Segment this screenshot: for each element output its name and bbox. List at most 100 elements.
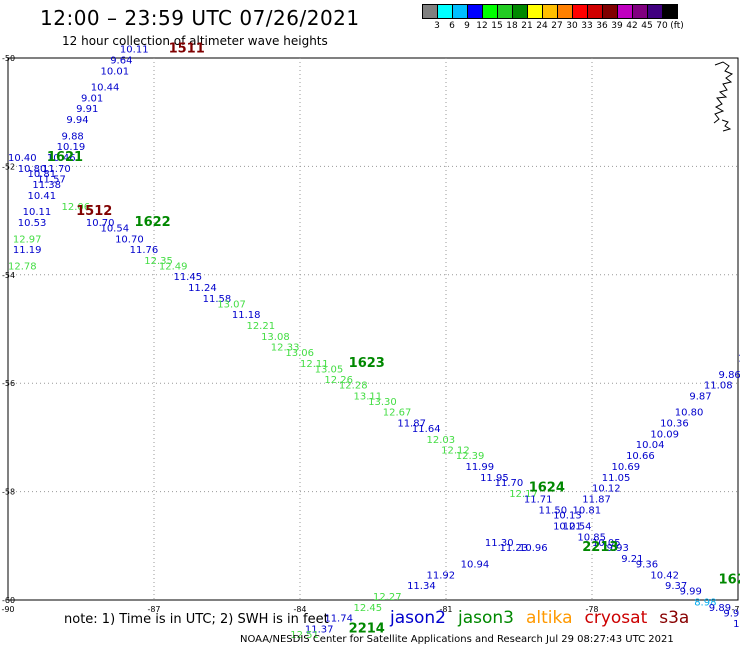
swh-value: 9.97 — [723, 608, 740, 619]
pass-time-label: 1512 — [76, 204, 112, 219]
swh-value: 10.13 — [553, 511, 582, 522]
swh-value: 11.64 — [412, 424, 441, 435]
swh-value: 11.37 — [305, 625, 334, 636]
swh-value: 9.93 — [607, 543, 629, 554]
swh-value: 13.07 — [217, 299, 246, 310]
x-tick-label: -75 — [731, 605, 740, 614]
swh-value: 9.87 — [689, 391, 711, 402]
legend-label: 30 — [566, 21, 578, 31]
swh-value: 10.54 — [563, 522, 592, 533]
swh-value: 12.12 — [441, 446, 470, 457]
swh-value: 9.36 — [636, 559, 658, 570]
swh-value: 9.94 — [66, 115, 88, 126]
legend-label: 18 — [506, 21, 518, 31]
swh-value: 10.85 — [577, 532, 606, 543]
y-tick-label: -60 — [2, 596, 15, 605]
y-tick-label: -56 — [2, 379, 15, 388]
swh-value: 12.67 — [383, 408, 412, 419]
pass-time-label: 2214 — [349, 622, 385, 637]
swh-value: 11.99 — [465, 462, 494, 473]
swh-value: 11.76 — [130, 245, 159, 256]
swh-value: 10.36 — [660, 419, 689, 430]
swh-value: 12.27 — [373, 592, 402, 603]
legend-label: 42 — [626, 21, 638, 31]
swh-value: 11.18 — [232, 310, 261, 321]
swh-value: 10.26 — [733, 619, 740, 630]
swh-value: 9.86 — [719, 370, 740, 381]
swh-value: 10.69 — [611, 462, 640, 473]
legend-swatch — [662, 4, 678, 19]
legend-label: 9 — [464, 21, 470, 31]
x-tick-label: -81 — [439, 605, 452, 614]
swh-value: 13.06 — [285, 348, 314, 359]
swh-value: 10.01 — [100, 66, 129, 77]
pass-time-label: 2213 — [582, 540, 618, 555]
legend-label: 45 — [641, 21, 653, 31]
swh-value: 9.89 — [709, 603, 731, 614]
swh-value: 10.94 — [461, 559, 490, 570]
y-tick-label: -54 — [2, 271, 15, 280]
satellite-legend: jason2 jason3 altika cryosat s3a — [390, 608, 689, 628]
pass-time-label: 1623 — [349, 356, 385, 371]
swh-value: 12.17 — [509, 489, 538, 500]
pass-time-label: 1622 — [135, 215, 171, 230]
note-text: note: 1) Time is in UTC; 2) SWH is in fe… — [64, 612, 329, 627]
swh-value: 12.33 — [271, 343, 300, 354]
x-tick-label: -78 — [585, 605, 598, 614]
satellite-label: jason3 — [458, 608, 514, 628]
swh-value: 8.98 — [694, 597, 716, 608]
plot-frame — [7, 57, 739, 601]
swh-value: 12.06 — [62, 202, 91, 213]
swh-value: 12.21 — [246, 321, 275, 332]
swh-value: 10.12 — [592, 484, 621, 495]
legend-label: 33 — [581, 21, 593, 31]
legend-label: 39 — [611, 21, 623, 31]
swh-value: 9.21 — [621, 554, 643, 565]
swh-value: 11.30 — [485, 538, 514, 549]
swh-value: 10.19 — [57, 142, 86, 153]
swh-value: 12.78 — [8, 261, 37, 272]
pass-time-label: 1625 — [719, 573, 740, 588]
swh-value: 10.96 — [519, 543, 548, 554]
map-title: 12:00 – 23:59 UTC 07/26/2021 — [40, 6, 360, 30]
swh-value: 11.38 — [32, 180, 61, 191]
pass-time-label: 1511 — [169, 42, 205, 57]
swh-value: 13.30 — [368, 397, 397, 408]
swh-value: 10.40 — [8, 153, 37, 164]
swh-value: 12.11 — [300, 359, 329, 370]
swh-value: 10.05 — [592, 538, 621, 549]
y-tick-label: -52 — [2, 162, 15, 171]
legend-label: 70 — [656, 21, 668, 31]
swh-value: 11.95 — [480, 473, 509, 484]
y-tick-label: -58 — [2, 488, 15, 497]
swh-value: 12.51 — [290, 630, 319, 641]
swh-value: 10.21 — [553, 522, 582, 533]
swh-value: 11.24 — [188, 283, 217, 294]
legend-label: 12 — [476, 21, 488, 31]
map-subtitle: 12 hour collection of altimeter wave hei… — [62, 34, 328, 48]
color-legend — [422, 4, 678, 19]
swh-value: 9.99 — [680, 587, 702, 598]
swh-value: 12.39 — [456, 451, 485, 462]
legend-label: 24 — [536, 21, 548, 31]
swh-value: 9.64 — [110, 55, 132, 66]
legend-label: 15 — [491, 21, 503, 31]
swh-value: 12.45 — [354, 603, 383, 614]
legend-label: 27 — [551, 21, 563, 31]
swh-value: 11.34 — [407, 581, 436, 592]
swh-value: 10.04 — [636, 440, 665, 451]
satellite-label: jason2 — [390, 608, 446, 628]
swh-value: 13.05 — [315, 364, 344, 375]
swh-value: 12.97 — [13, 234, 42, 245]
swh-value: 11.70 — [495, 478, 524, 489]
swh-value: 11.58 — [203, 294, 232, 305]
swh-value: 10.70 — [86, 218, 115, 229]
swh-value: 10.11 — [120, 45, 149, 56]
swh-value: 10.44 — [91, 83, 120, 94]
pass-time-label: 1624 — [529, 481, 565, 496]
y-tick-label: -50 — [2, 54, 15, 63]
x-tick-label: -90 — [1, 605, 14, 614]
swh-value: 11.87 — [582, 494, 611, 505]
swh-value: 11.87 — [397, 419, 426, 430]
